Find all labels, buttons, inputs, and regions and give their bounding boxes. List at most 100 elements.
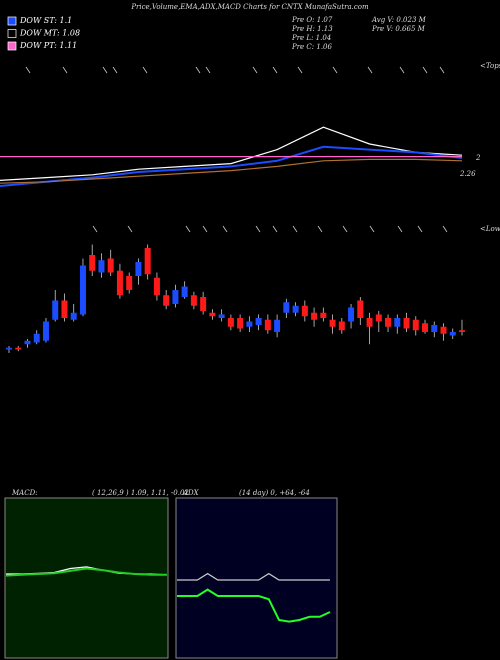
candle-body [33, 333, 40, 343]
macd-panel [4, 497, 169, 659]
series-line [177, 572, 330, 581]
candle-body [301, 305, 308, 317]
low-marker [222, 225, 228, 233]
top-marker [142, 66, 148, 74]
candle-body [274, 319, 281, 332]
candle-body [237, 318, 244, 329]
annotation: <Lows [480, 225, 500, 233]
stat: Avg V: 0.023 M [371, 16, 427, 24]
series-line [0, 145, 463, 187]
candle-body [348, 307, 355, 322]
candle-body [61, 300, 68, 318]
top-marker [25, 66, 31, 74]
low-marker [272, 225, 278, 233]
candle-body [126, 276, 133, 290]
stat: Pre C: 1.06 [291, 43, 332, 51]
top-marker [439, 66, 445, 74]
candle-body [70, 312, 77, 320]
candle-body [440, 326, 447, 334]
low-marker [202, 225, 208, 233]
candle-body [403, 318, 410, 329]
stat: Pre L: 1.04 [291, 34, 331, 42]
top-marker [272, 66, 278, 74]
low-marker [342, 225, 348, 233]
panel-title: MACD: [11, 489, 38, 497]
candle-body [15, 347, 22, 350]
top-marker [205, 66, 211, 74]
candle-body [357, 300, 364, 318]
candle-body [227, 318, 234, 327]
candle-body [6, 347, 12, 350]
low-marker [255, 225, 261, 233]
low-marker [397, 225, 403, 233]
candle-body [190, 295, 197, 306]
candle-body [52, 300, 59, 320]
top-marker [422, 66, 428, 74]
panel-title: ADX [182, 489, 200, 497]
candle-body [431, 325, 438, 332]
top-marker [297, 66, 303, 74]
top-marker [112, 66, 118, 74]
candle-body [449, 332, 456, 336]
top-marker [102, 66, 108, 74]
candle-body [246, 321, 253, 327]
panel-subtitle: (14 day) 0, +64, -64 [239, 489, 310, 497]
candle-body [255, 318, 262, 325]
candle-body [42, 321, 49, 341]
candle-body [292, 305, 299, 313]
low-marker [185, 225, 191, 233]
stat: Pre V: 0.665 M [371, 25, 426, 33]
low-marker [369, 225, 375, 233]
legend-swatch [7, 29, 17, 38]
candle-body [200, 297, 207, 311]
candle-body [422, 323, 429, 332]
candle-body [98, 260, 105, 273]
candle-body [459, 330, 465, 332]
top-marker [332, 66, 338, 74]
candle-body [172, 290, 179, 304]
legend-swatch [7, 16, 17, 26]
annotation: 2 [475, 154, 481, 162]
candle-body [116, 270, 123, 296]
candle-body [24, 340, 31, 345]
low-marker [292, 225, 298, 233]
candle-body [329, 319, 336, 327]
candle-body [144, 248, 151, 275]
series-line [5, 567, 167, 577]
candle-body [385, 318, 392, 327]
candle-body [375, 314, 382, 322]
top-marker [195, 66, 201, 74]
legend-label: DOW MT: 1.08 [19, 29, 80, 38]
top-marker [252, 66, 258, 74]
top-marker [399, 66, 405, 74]
candle-body [311, 312, 318, 320]
legend-label: DOW PT: 1.11 [19, 41, 77, 50]
candle-body [107, 258, 114, 273]
candle-body [338, 321, 345, 331]
series-line [177, 588, 331, 623]
candle-body [320, 312, 327, 318]
candle-body [135, 262, 142, 276]
low-marker [417, 225, 423, 233]
stat: Pre O: 1.07 [291, 16, 333, 24]
stat: Pre H: 1.13 [291, 25, 333, 33]
top-marker [367, 66, 373, 74]
candle-body [283, 302, 290, 313]
top-marker [62, 66, 68, 74]
candle-body [153, 277, 160, 296]
candle-body [264, 319, 271, 331]
candle-body [394, 318, 401, 327]
legend-label: DOW ST: 1.1 [19, 16, 72, 25]
candle-body [412, 319, 419, 331]
low-marker [92, 225, 98, 233]
panel-subtitle: ( 12,26,9 ) 1.09, 1.11, -0.02 [92, 489, 189, 497]
candle-body [209, 312, 216, 317]
page-title: Price,Volume,EMA,ADX,MACD Charts for CNT… [130, 3, 369, 11]
series-line [0, 126, 463, 181]
low-marker [317, 225, 323, 233]
adx-panel [175, 497, 338, 659]
low-marker [442, 225, 448, 233]
candle-body [181, 286, 188, 297]
series-line [0, 158, 463, 184]
